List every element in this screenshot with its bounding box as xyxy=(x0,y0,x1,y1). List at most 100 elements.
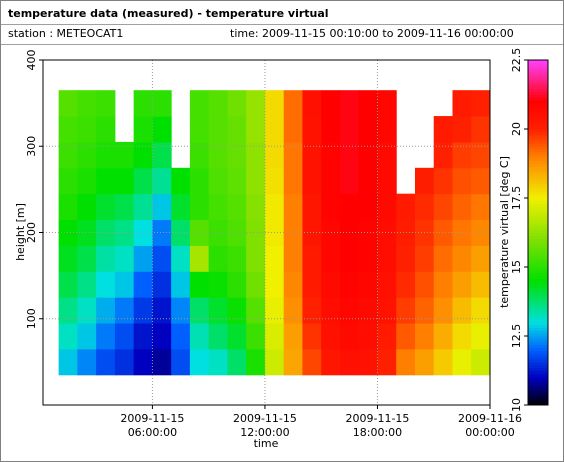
heatmap-cell xyxy=(171,271,191,298)
heatmap-cell xyxy=(377,348,397,376)
colorbar-segment xyxy=(528,301,548,305)
heatmap-cell xyxy=(302,167,322,195)
colorbar-segment xyxy=(528,258,548,262)
colorbar-segment xyxy=(528,235,548,239)
heatmap-cell xyxy=(208,245,228,272)
colorbar-segment xyxy=(528,359,548,363)
heatmap-cell xyxy=(58,167,78,195)
heatmap-cell xyxy=(77,219,97,246)
heatmap-cell xyxy=(133,90,153,117)
heatmap-cell xyxy=(96,297,116,324)
heatmap-cell xyxy=(414,348,435,376)
heatmap-cell xyxy=(433,271,453,298)
heatmap-cell xyxy=(171,323,191,350)
heatmap-cell xyxy=(77,116,97,143)
colorbar-tick-label: 17.5 xyxy=(510,186,523,211)
colorbar-segment xyxy=(528,281,548,285)
colorbar-segment xyxy=(528,367,548,371)
heatmap-cell xyxy=(377,141,397,169)
colorbar-segment xyxy=(528,100,548,104)
y-tick-label: 200 xyxy=(25,222,38,243)
heatmap-cell xyxy=(114,141,135,169)
colorbar-segment xyxy=(528,321,548,325)
heatmap-cell xyxy=(377,323,397,350)
heatmap-cell xyxy=(302,297,322,324)
heatmap-cell xyxy=(227,90,247,117)
x-tick-label: 00:00:00 xyxy=(465,426,514,439)
plot-frame xyxy=(42,59,491,406)
heatmap-cell xyxy=(339,141,360,169)
heatmap-cell xyxy=(358,167,378,195)
x-tick-label: 18:00:00 xyxy=(353,426,402,439)
y-tick-label: 400 xyxy=(25,50,38,71)
colorbar-segment xyxy=(528,313,548,317)
heatmap-cell xyxy=(377,297,397,324)
heatmap-cell xyxy=(58,90,78,117)
heatmap-cell xyxy=(321,271,341,298)
colorbar-segment xyxy=(528,134,548,139)
heatmap-cell xyxy=(77,90,97,117)
colorbar-segment xyxy=(528,333,548,337)
colorbar-segment xyxy=(528,387,548,392)
heatmap-cell xyxy=(358,219,378,246)
heatmap-cell xyxy=(283,245,303,272)
heatmap-cell xyxy=(414,271,435,298)
heatmap-cell xyxy=(264,271,285,298)
heatmap-cell xyxy=(471,219,491,246)
colorbar-segment xyxy=(528,68,548,72)
heatmap-cell xyxy=(264,141,285,169)
heatmap-cell xyxy=(302,90,322,117)
heatmap-cell xyxy=(208,297,228,324)
colorbar-segment xyxy=(528,183,548,187)
heatmap-cell xyxy=(77,193,97,221)
colorbar-segment xyxy=(528,264,548,268)
heatmap-cell xyxy=(189,245,210,272)
heatmap-cell xyxy=(171,297,191,324)
heatmap-cell xyxy=(264,193,285,221)
heatmap-cell xyxy=(133,323,153,350)
heatmap-cell xyxy=(246,116,266,143)
colorbar-segment xyxy=(528,117,548,121)
colorbar-segment xyxy=(528,143,548,147)
heatmap-cell xyxy=(208,193,228,221)
heatmap-cell xyxy=(227,219,247,246)
heatmap-cell xyxy=(377,167,397,195)
colorbar-segment xyxy=(528,215,548,219)
heatmap-cell xyxy=(189,90,210,117)
y-tick-label: 300 xyxy=(25,136,38,157)
heatmap-cell xyxy=(133,348,153,376)
heatmap-cell xyxy=(96,219,116,246)
heatmap-cell xyxy=(358,348,378,376)
colorbar-segment xyxy=(528,186,548,190)
heatmap-cell xyxy=(358,90,378,117)
heatmap-cell xyxy=(189,323,210,350)
heatmap-cell xyxy=(208,116,228,143)
colorbar-segment xyxy=(528,246,548,251)
heatmap-cell xyxy=(246,245,266,272)
heatmap-cell xyxy=(471,116,491,143)
colorbar-segment xyxy=(528,200,548,205)
colorbar-segment xyxy=(528,85,548,90)
colorbar-segment xyxy=(528,315,548,320)
heatmap-cell xyxy=(189,141,210,169)
heatmap-cell xyxy=(171,219,191,246)
colorbar-segment xyxy=(528,195,548,199)
colorbar-segment xyxy=(528,384,548,389)
heatmap-cell xyxy=(152,141,172,169)
heatmap-cell xyxy=(433,141,453,169)
heatmap-cell xyxy=(246,167,266,195)
heatmap-cell xyxy=(433,219,453,246)
heatmap-cell xyxy=(414,193,435,221)
heatmap-cell xyxy=(452,167,472,195)
colorbar-segment xyxy=(528,310,548,314)
heatmap-cell xyxy=(133,297,153,324)
heatmap-cell xyxy=(58,219,78,246)
heatmap-cell xyxy=(171,245,191,272)
heatmap-cell xyxy=(433,297,453,324)
station-label: station : METEOCAT1 xyxy=(8,27,123,40)
heatmap-cell xyxy=(302,271,322,298)
heatmap-cell xyxy=(471,141,491,169)
heatmap-cell xyxy=(321,348,341,376)
heatmap-cell xyxy=(227,141,247,169)
heatmap-cell xyxy=(452,116,472,143)
